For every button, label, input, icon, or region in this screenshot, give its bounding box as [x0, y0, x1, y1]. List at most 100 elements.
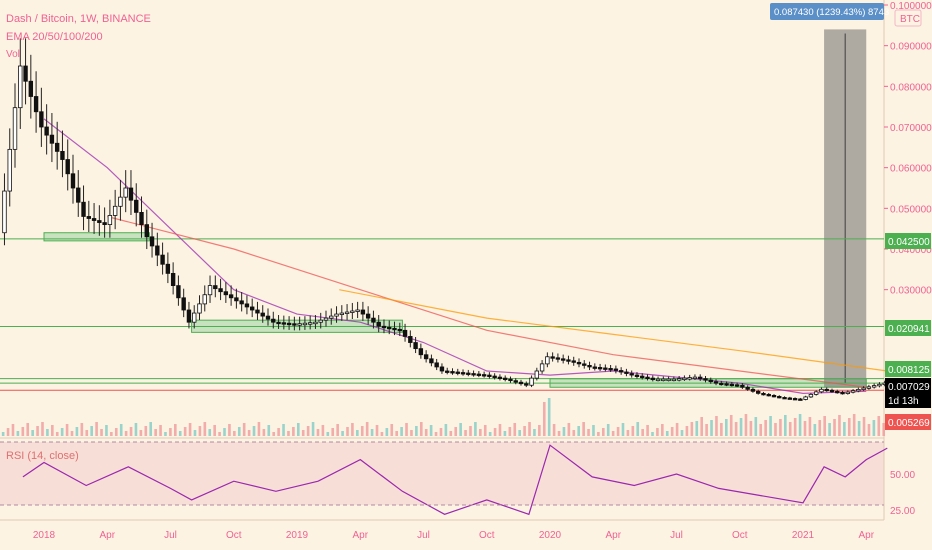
candle-body [413, 342, 418, 350]
candle-body [76, 187, 81, 203]
volume-bar [882, 423, 886, 436]
candle-body [829, 389, 835, 393]
candle-body [128, 187, 134, 201]
volume-bar [813, 424, 817, 436]
volume-bar [223, 428, 226, 436]
volume-bar [419, 422, 423, 436]
volume-bar [621, 423, 625, 436]
volume-bar [51, 425, 54, 436]
candle-body [613, 368, 619, 371]
candle-body [682, 377, 687, 381]
volume-bar [282, 424, 285, 436]
time-label: 2021 [792, 530, 815, 541]
volume-bar [16, 431, 20, 436]
candle-body [297, 323, 302, 326]
price-tick-label: 0.030000 [890, 286, 932, 297]
volume-bar [680, 430, 684, 436]
price-tag-label: 0.007029 [888, 382, 930, 393]
ema-line [339, 289, 888, 372]
rsi-background-band [0, 442, 884, 505]
measurement-box[interactable] [824, 29, 867, 388]
time-axis-labels: 2018 Apr Jul Oct 2019 Apr Jul Oct 2020 Apr Jul Oct 2… [33, 530, 875, 541]
volume-bar [739, 418, 743, 436]
candle-body [439, 366, 445, 372]
candle-body [713, 381, 719, 384]
candle-body [524, 383, 529, 386]
candle-body [755, 390, 761, 394]
candle-body [840, 391, 845, 395]
volume-bar [793, 418, 797, 436]
volume-bar [788, 422, 792, 436]
candle-body [724, 383, 729, 386]
volume-bar [626, 430, 630, 436]
volume-bar [631, 426, 635, 436]
volume-bar [700, 417, 703, 436]
candle-body [655, 378, 661, 382]
candle-body [576, 361, 582, 365]
volume-bar [444, 424, 448, 436]
price-axis-ticks: 0.100000 0.090000 0.080000 0.070000 0.060000… [884, 1, 932, 297]
candle-body [134, 199, 139, 213]
volume-bar [592, 425, 595, 436]
symbol-title: Dash / Bitcoin, 1W, BINANCE [6, 13, 151, 25]
volume-bar [237, 427, 241, 436]
candle-body [344, 311, 350, 314]
indicator-title: EMA 20/50/100/200 [6, 31, 103, 43]
volume-bar [611, 431, 615, 436]
volume-bar [498, 424, 502, 436]
candle-body [218, 288, 223, 293]
candle-body [518, 381, 524, 385]
volume-bar [715, 416, 718, 436]
volume-bar [46, 429, 49, 436]
volume-bar [670, 427, 674, 436]
volume-bar [129, 427, 133, 436]
volume-bar [547, 398, 551, 436]
candle-body [197, 303, 202, 314]
volume-bar [744, 414, 748, 436]
volume-bar [552, 424, 556, 436]
rsi-tick-25: 25.00 [890, 506, 915, 517]
volume-bar [724, 419, 728, 436]
volume-bar [228, 424, 231, 436]
volume-bar [528, 422, 531, 436]
candle-body [376, 321, 381, 327]
rsi-line-group [22, 444, 888, 516]
candle-body [513, 380, 518, 383]
candle-body [592, 366, 598, 369]
candle-body [502, 377, 508, 381]
time-label: Oct [479, 530, 495, 541]
volume-bar [193, 430, 197, 436]
candle-body [323, 317, 329, 321]
volume-bar [11, 424, 15, 436]
candle-body [149, 236, 155, 247]
candle-body [766, 393, 771, 397]
candle-body [492, 375, 497, 378]
candle-body [782, 397, 787, 400]
candle-body [271, 318, 276, 323]
candle-body [555, 357, 561, 360]
volume-bar [410, 430, 413, 436]
time-label: Jul [417, 530, 430, 541]
volume-bar [267, 425, 271, 436]
volume-bar [154, 429, 157, 436]
candle-body [249, 306, 255, 311]
price-tick-label: 0.080000 [890, 82, 932, 93]
volume-bar [533, 429, 536, 436]
candle-body [871, 385, 877, 388]
volume-bar [139, 430, 143, 436]
candle-body [33, 96, 39, 113]
candle-body [618, 370, 624, 373]
candle-body [286, 322, 292, 326]
candle-body [139, 211, 144, 225]
candle-body [255, 309, 260, 314]
volume-bar [41, 422, 44, 436]
candle-body [845, 391, 851, 394]
candle-body [165, 263, 171, 274]
volume-bar [415, 426, 418, 436]
candle-body [49, 134, 55, 144]
candle-body [276, 321, 281, 325]
candle-body [798, 398, 803, 401]
volume-bar [242, 423, 246, 436]
volume-bar [764, 420, 767, 436]
